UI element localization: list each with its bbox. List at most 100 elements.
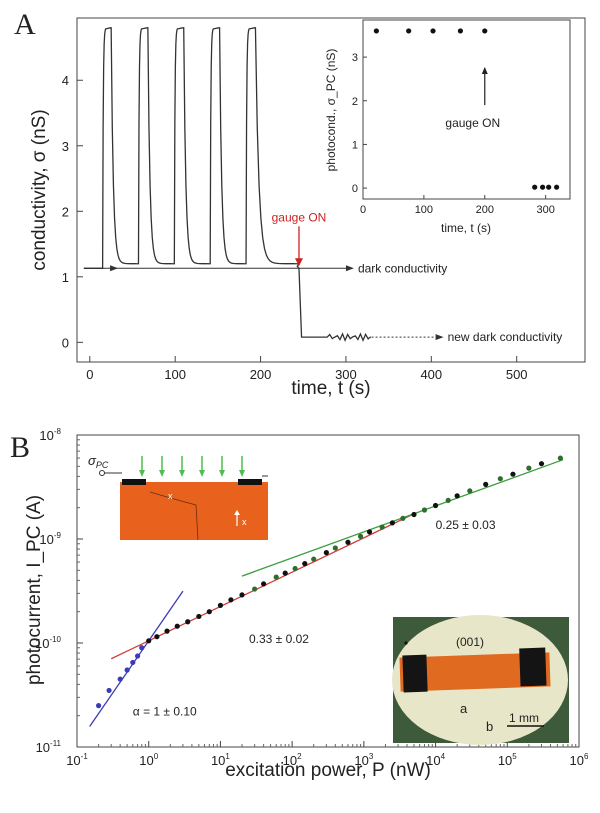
photocurrent-data-point	[185, 619, 191, 625]
photocurrent-data-point	[146, 638, 152, 644]
photocurrent-data-point	[357, 533, 364, 539]
panel-b-points	[95, 455, 563, 709]
photo-left-contact	[402, 654, 428, 693]
panel-a-x-tick-label: 100	[164, 367, 186, 382]
photocurrent-data-point	[239, 592, 245, 598]
photocurrent-data-point	[174, 623, 180, 629]
panel-a-y-axis-title: conductivity, σ (nS)	[29, 109, 50, 270]
photo-label-b: b	[486, 719, 493, 734]
left-terminal	[99, 470, 105, 476]
photocurrent-data-point	[282, 570, 288, 576]
conductivity-trace	[83, 27, 372, 343]
inset-data-point	[373, 28, 379, 34]
dark-arrowhead-icon	[345, 265, 354, 272]
photocurrent-data-point	[445, 497, 451, 504]
photocurrent-data-point	[311, 556, 317, 562]
panel-a-frame	[76, 17, 586, 363]
panel-b-x-tick-label: 105	[498, 752, 517, 768]
photocurrent-data-point	[130, 659, 136, 666]
schematic-x-axis-label: x	[242, 517, 247, 527]
photocurrent-data-point	[302, 561, 308, 567]
new-dark-arrowhead-icon	[435, 334, 444, 341]
photocurrent-data-point	[124, 667, 130, 673]
inset-x-axis-title: time, t (s)	[441, 221, 491, 235]
photo-right-contact	[519, 647, 547, 687]
photocurrent-data-point	[483, 481, 489, 487]
photocurrent-data-point	[261, 581, 267, 587]
panel-b-ticks: 10-1 100 101 102 103 104 105 10610-1110-1010-91…	[35, 427, 589, 768]
panel-b-letter: B	[10, 431, 30, 464]
panel-b-y-axis-title: photocurrent, I_PC (A)	[24, 495, 45, 685]
panel-a-x-tick-label: 400	[420, 367, 442, 382]
inset-y-tick-label: 0	[352, 183, 358, 195]
photocurrent-data-point	[400, 515, 406, 521]
inset-arrowhead-icon	[481, 67, 488, 75]
photocurrent-data-point	[228, 597, 234, 603]
panel-a-y-tick-label: 2	[62, 204, 69, 219]
photocurrent-data-point	[206, 609, 212, 615]
inset-data-point	[554, 184, 560, 190]
inset-x-tick-label: 300	[536, 204, 554, 216]
photo-scale-label: 1 mm	[509, 711, 539, 725]
fit-label-slope-1: α = 1 ± 0.10	[133, 705, 197, 719]
panel-a-y-tick-label: 0	[62, 335, 69, 350]
photocurrent-data-point	[389, 520, 395, 526]
photocurrent-data-point	[164, 628, 170, 634]
light-arrowhead-icon	[199, 470, 205, 477]
photocurrent-data-point	[557, 455, 563, 461]
panel-b-main-plot: 10-1 100 101 102 103 104 105 10610-1110-1010-91…	[24, 427, 589, 781]
inset-gauge-on-label: gauge ON	[445, 116, 500, 130]
photo-orientation-label: (001)	[456, 635, 484, 649]
photocurrent-data-point	[154, 634, 160, 640]
light-arrowhead-icon	[159, 470, 165, 477]
fit-line	[89, 590, 184, 727]
panel-a-x-tick-label: 0	[86, 367, 93, 382]
photocurrent-data-point	[95, 703, 102, 709]
photocurrent-data-point	[538, 461, 545, 467]
photocurrent-data-point	[139, 645, 145, 651]
gauge-arrowhead-icon	[294, 258, 303, 267]
panel-b-x-tick-label: 10-1	[66, 752, 88, 768]
photo-mark	[404, 641, 408, 645]
photo-crystal	[399, 652, 551, 692]
schematic-sigma-label: σPC	[88, 453, 109, 470]
photocurrent-data-point	[252, 586, 258, 592]
light-arrowhead-icon	[139, 470, 145, 477]
panel-a-x-tick-label: 200	[250, 367, 272, 382]
schematic-x-label: x	[168, 491, 173, 501]
panel-b-y-tick-label: 10-11	[36, 739, 62, 755]
light-arrows	[139, 456, 245, 477]
inset-y-axis-title: photocond., σ_PC (nS)	[324, 49, 338, 172]
schematic-x-arrowhead-icon	[234, 510, 240, 515]
inset-data-point	[546, 184, 552, 190]
panel-a-y-tick-label: 4	[62, 73, 69, 88]
fit-label-slope-033: 0.33 ± 0.02	[249, 632, 309, 646]
photocurrent-data-point	[421, 507, 428, 513]
photocurrent-data-point	[379, 524, 385, 530]
photocurrent-data-point	[510, 471, 516, 477]
photo-label-a: a	[460, 701, 468, 716]
inset-frame	[362, 19, 571, 200]
photocurrent-data-point	[467, 488, 473, 494]
left-electrode	[122, 479, 146, 485]
inset-data-point	[457, 28, 464, 34]
photocurrent-data-point	[106, 687, 112, 694]
photocurrent-data-point	[117, 676, 123, 682]
panel-b-y-tick-label: 10-8	[39, 427, 61, 443]
inset-x-tick-label: 200	[476, 204, 494, 216]
photocurrent-data-point	[345, 539, 351, 545]
photocurrent-data-point	[497, 476, 503, 482]
panel-a-x-tick-label: 500	[506, 367, 528, 382]
crystal-photo-inset: (001) a b 1 mm	[392, 615, 569, 745]
photocurrent-data-point	[432, 502, 439, 509]
panel-b-frame	[76, 434, 580, 748]
gauge-on-label: gauge ON	[272, 210, 327, 224]
inset-data-point	[430, 28, 436, 34]
inset-ticks: 0 100 200 300 0 1 2 3	[352, 52, 555, 216]
photocurrent-data-point	[196, 613, 202, 620]
panel-b-x-tick-label: 100	[139, 752, 158, 768]
left-arrowhead-icon	[110, 265, 119, 272]
fit-label-slope-025: 0.25 ± 0.03	[436, 518, 496, 532]
